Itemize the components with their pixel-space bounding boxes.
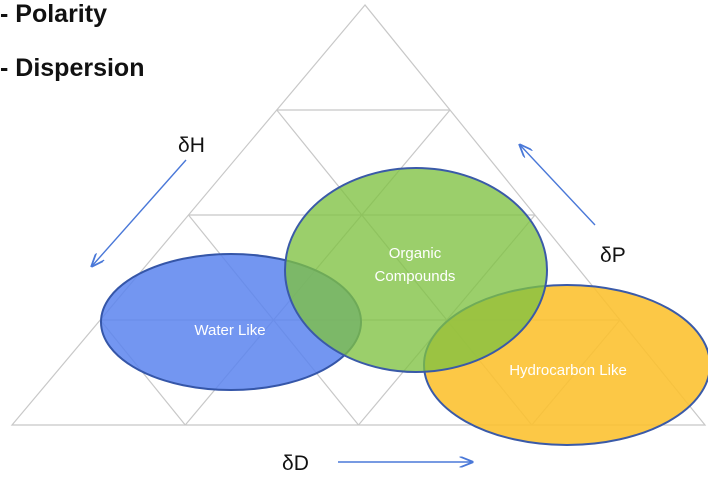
axis-arrow <box>520 145 596 226</box>
axis-arrow <box>92 159 187 266</box>
organic-region <box>284 167 548 373</box>
axis-label: δH <box>178 134 205 157</box>
region-label: Compounds <box>375 268 456 285</box>
region-label: Water Like <box>194 322 265 339</box>
region-label: Organic <box>389 245 442 262</box>
axis-label: δP <box>600 244 626 267</box>
axis-label: δD <box>282 452 309 475</box>
header-line: - Dispersion <box>0 54 144 82</box>
header-line: - Polarity <box>0 0 107 28</box>
region-label: Hydrocarbon Like <box>509 362 627 379</box>
